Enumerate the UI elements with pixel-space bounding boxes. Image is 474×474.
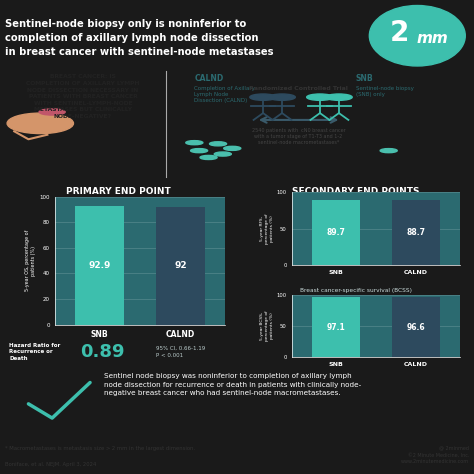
Circle shape xyxy=(200,155,217,160)
Circle shape xyxy=(186,141,203,145)
Circle shape xyxy=(224,146,241,150)
Text: @ 2minmed
©2 Minute Medicine, Inc.
www.2minutemedicine.com: @ 2minmed ©2 Minute Medicine, Inc. www.2… xyxy=(401,446,469,464)
Text: 97.1: 97.1 xyxy=(326,322,345,331)
Ellipse shape xyxy=(7,113,73,134)
Circle shape xyxy=(380,148,397,153)
Text: * Macrometastases is metastasis size > 2 mm in the largest dimension.: * Macrometastases is metastasis size > 2… xyxy=(5,446,195,451)
Circle shape xyxy=(369,6,465,66)
Text: 96.6: 96.6 xyxy=(406,323,425,332)
Text: Hazard Ratio for
Recurrence or
Death: Hazard Ratio for Recurrence or Death xyxy=(9,343,61,361)
Bar xyxy=(392,201,440,265)
Y-axis label: 5-year RFS,
percentage of
patients (%): 5-year RFS, percentage of patients (%) xyxy=(260,213,274,244)
Text: Boniface, et al. NEJM. April 3, 2024: Boniface, et al. NEJM. April 3, 2024 xyxy=(5,463,96,467)
Text: Overall Survival (OS): Overall Survival (OS) xyxy=(86,205,151,210)
Text: mm: mm xyxy=(417,31,448,46)
Bar xyxy=(311,200,360,265)
Text: 2: 2 xyxy=(390,19,410,47)
Circle shape xyxy=(250,94,276,100)
Text: Breast cancer-specific survival (BCSS): Breast cancer-specific survival (BCSS) xyxy=(300,288,411,293)
Text: Sentinel-node biopsy
(SNB) only: Sentinel-node biopsy (SNB) only xyxy=(356,86,413,97)
Circle shape xyxy=(269,94,295,100)
Bar xyxy=(392,297,440,357)
Bar xyxy=(311,297,360,357)
Text: 92: 92 xyxy=(174,261,187,270)
Text: Randomized Controlled Trial: Randomized Controlled Trial xyxy=(249,86,348,91)
Bar xyxy=(156,207,205,325)
Text: PRIMARY END POINT: PRIMARY END POINT xyxy=(66,187,171,196)
Text: 88.7: 88.7 xyxy=(406,228,425,237)
Circle shape xyxy=(326,94,352,100)
Circle shape xyxy=(191,148,208,153)
Circle shape xyxy=(214,152,231,156)
Text: Completion of Axillary
Lymph Node
Dissection (CALND): Completion of Axillary Lymph Node Dissec… xyxy=(194,86,255,103)
Text: 92.9: 92.9 xyxy=(88,261,110,270)
Bar xyxy=(75,206,124,325)
Text: 0.89: 0.89 xyxy=(80,343,124,361)
Y-axis label: 5-year BCSS,
percentage of
patients (%): 5-year BCSS, percentage of patients (%) xyxy=(260,311,274,341)
Circle shape xyxy=(210,142,227,146)
Text: 89.7: 89.7 xyxy=(326,228,345,237)
Text: BREAST CANCER: IS
COMPLETION OF AXILLARY LYMPH
NODE DISSECTION NECESSARY IN
PATI: BREAST CANCER: IS COMPLETION OF AXILLARY… xyxy=(26,74,140,119)
Text: Sentinel node biopsy was noninferior to completion of axillary lymph
node dissec: Sentinel node biopsy was noninferior to … xyxy=(104,374,362,396)
Text: Recurrence-Free Survival (RFS): Recurrence-Free Survival (RFS) xyxy=(307,205,404,210)
Text: 95% CI, 0.66-1.19
P < 0.001: 95% CI, 0.66-1.19 P < 0.001 xyxy=(156,346,206,358)
Y-axis label: 5-year OS, percentage of
patients (%): 5-year OS, percentage of patients (%) xyxy=(25,230,36,292)
Circle shape xyxy=(307,94,333,100)
Text: CALND: CALND xyxy=(194,74,224,83)
Text: 2540 patients with  cN0 breast cancer
with a tumor stage of T1-T3 and 1-2
sentin: 2540 patients with cN0 breast cancer wit… xyxy=(252,128,346,146)
Ellipse shape xyxy=(39,109,65,115)
Text: Sentinel-node biopsy only is noninferior to
completion of axillary lymph node di: Sentinel-node biopsy only is noninferior… xyxy=(5,19,273,57)
Text: SECONDARY END POINTS: SECONDARY END POINTS xyxy=(292,187,419,196)
Text: SNB: SNB xyxy=(356,74,373,83)
